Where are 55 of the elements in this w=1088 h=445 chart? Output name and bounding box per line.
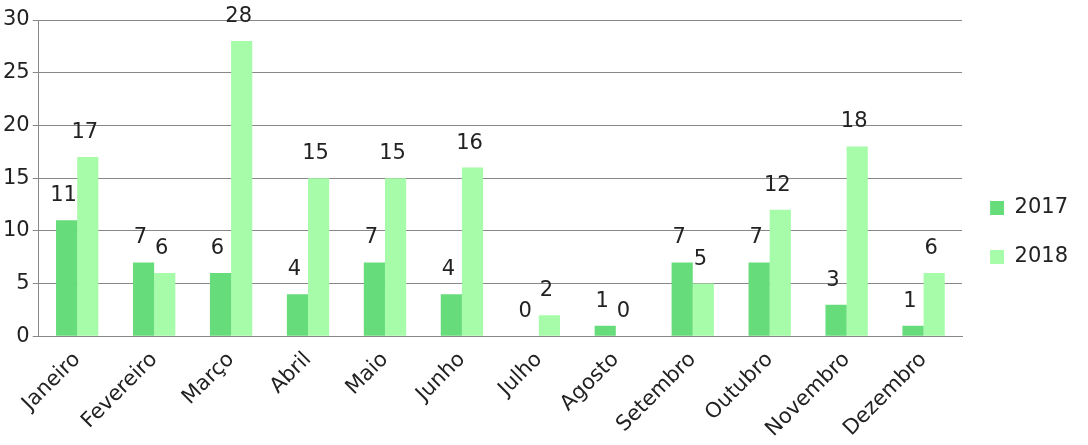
data-label: 18	[840, 108, 868, 133]
data-label: 6	[155, 235, 169, 259]
bar	[308, 178, 330, 336]
data-label: 11	[50, 182, 77, 207]
data-label: 6	[210, 235, 225, 259]
bar	[594, 325, 616, 336]
bar	[902, 325, 924, 336]
y-tick-label: 15	[2, 164, 30, 189]
y-tick-label: 20	[2, 111, 30, 136]
bar	[286, 294, 309, 336]
data-label: 2	[539, 277, 554, 302]
bar	[846, 146, 868, 336]
legend-label: 2017	[1014, 194, 1069, 219]
data-label: 5	[693, 245, 708, 270]
y-tick-label: 10	[2, 217, 30, 242]
y-tick-label: 30	[2, 6, 30, 31]
bar	[77, 157, 99, 336]
data-label: 0	[518, 298, 532, 323]
bar	[384, 178, 407, 336]
bar	[692, 283, 714, 336]
y-tick-label: 0	[16, 322, 30, 347]
data-label: 6	[924, 235, 938, 259]
data-label: 7	[749, 224, 763, 249]
bar	[923, 273, 945, 336]
bar	[769, 209, 791, 336]
bar	[132, 262, 155, 336]
y-tick-label: 5	[16, 270, 30, 295]
data-label: 7	[364, 224, 379, 249]
bar	[154, 273, 176, 336]
bar	[231, 41, 253, 336]
data-label: 28	[225, 3, 253, 28]
bar	[56, 220, 78, 336]
bar	[363, 262, 385, 336]
data-label: 3	[826, 266, 840, 291]
data-label: 1	[595, 287, 609, 312]
legend-label: 2018	[1014, 243, 1069, 268]
bar	[209, 273, 232, 336]
data-label: 7	[133, 224, 148, 249]
bar	[440, 294, 462, 336]
data-label: 15	[302, 140, 329, 165]
data-label: 0	[616, 298, 631, 323]
y-tick-label: 25	[2, 59, 30, 84]
data-label: 1	[903, 287, 917, 312]
data-label: 7	[672, 224, 686, 249]
data-label: 4	[441, 256, 456, 281]
data-label: 17	[71, 119, 99, 144]
bar	[825, 304, 847, 336]
bar	[538, 315, 561, 336]
bar	[748, 262, 770, 336]
bar	[461, 167, 484, 336]
data-label: 4	[287, 256, 302, 281]
data-label: 16	[456, 129, 483, 154]
data-label: 15	[379, 140, 406, 165]
bar	[671, 262, 693, 336]
data-label: 12	[763, 171, 791, 196]
